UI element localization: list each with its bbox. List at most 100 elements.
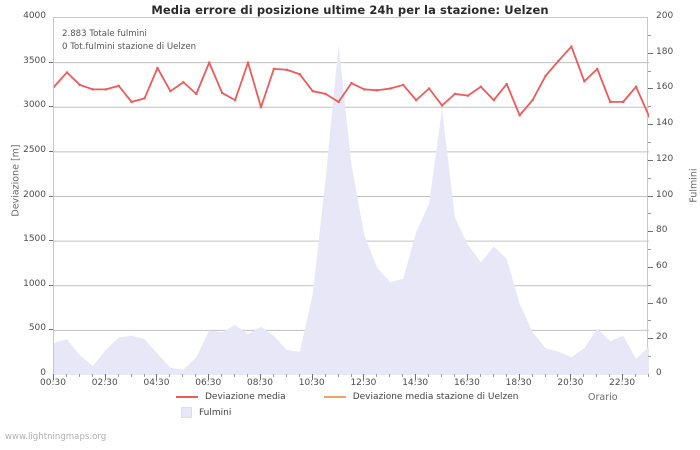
x-axis-tick-mark [91,374,93,377]
x-axis-tick-mark [117,374,119,377]
x-axis-tick-mark [247,374,249,377]
x-axis-tick-mark [570,374,572,380]
x-axis-tick-mark [285,374,287,377]
x-axis-tick-label-2230: 22:30 [609,378,636,388]
plot-svg [54,44,649,375]
y-axis-left-tick-mark [49,106,53,108]
x-axis-tick-mark [234,374,236,377]
x-axis-tick-mark [428,374,430,377]
x-axis-tick-mark [182,374,184,377]
x-axis-tick-mark [622,374,624,380]
y-axis-right-minor-tick [648,356,651,358]
x-axis-tick-mark [518,374,520,380]
y-axis-right-tick-mark [648,195,653,197]
y-axis-right-tick-20: 20 [656,332,668,343]
y-axis-right-tick-40: 40 [656,296,668,307]
y-axis-right-minor-tick [648,284,651,286]
x-axis-tick-mark [350,374,352,377]
y-axis-left-tick-3500: 3500 [23,55,46,66]
y-axis-left-tick-mark [49,240,53,242]
y-axis-right-tick-0: 0 [656,368,662,378]
x-axis-tick-mark [311,374,313,380]
chart-title: Media errore di posizione ultime 24h per… [151,3,549,17]
x-axis-tick-mark [648,374,649,377]
x-axis-tick-mark [609,374,611,377]
y-axis-right-tick-160: 160 [656,82,674,93]
y-axis-right-minor-tick [648,141,651,143]
y-axis-right-minor-tick [648,70,651,72]
x-axis-tick-mark [298,374,300,377]
y-axis-right-tick-mark [648,88,653,90]
y-axis-left-tick-1500: 1500 [23,234,46,245]
y-axis-left-tick-2000: 2000 [23,189,46,200]
x-axis-tick-label-2030: 20:30 [557,378,584,388]
x-axis-tick-label-0830: 08:30 [246,378,273,388]
x-axis-tick-mark [376,374,378,377]
legend-item-deviazione-media-stazione[interactable]: Deviazione media stazione di Uelzen [323,392,518,402]
y-axis-right-tick-200: 200 [656,11,674,21]
x-axis-tick-mark [479,374,481,377]
x-axis-tick-mark [635,374,637,377]
x-axis-tick-mark [195,374,197,377]
x-axis-tick-mark [544,374,546,377]
y-axis-left-label: Deviazione [m] [10,144,22,217]
x-axis-tick-label-1630: 16:30 [453,378,480,388]
plot-area [53,17,649,375]
legend-item-fulmini[interactable]: Fulmini [176,407,231,418]
y-axis-right-tick-140: 140 [656,118,674,129]
y-axis-right-tick-mark [648,302,653,304]
x-axis-label: Orario [588,392,618,403]
y-axis-right-minor-tick [648,249,651,251]
y-axis-right-tick-mark [648,52,653,54]
y-axis-left-tick-mark [49,61,53,63]
y-axis-right-tick-120: 120 [656,153,674,164]
legend-row-secondary: Fulmini [176,407,231,418]
x-axis-tick-mark [337,374,339,377]
y-axis-right-tick-60: 60 [656,260,668,271]
y-axis-right-minor-tick [648,177,651,179]
x-axis-tick-label-0230: 02:30 [91,378,118,388]
x-axis-tick-mark [389,374,391,377]
x-axis-tick-label-0030: 00:30 [40,378,66,388]
legend-swatch-box-lavender [181,407,192,418]
x-axis-tick-mark [583,374,585,377]
x-axis-tick-label-1230: 12:30 [350,378,377,388]
x-axis-tick-mark [208,374,210,380]
y-axis-left-tick-0: 0 [40,368,46,378]
x-axis-tick-mark [441,374,443,377]
footer-url: www.lightningmaps.org [5,432,107,442]
y-axis-left-tick-mark [49,329,53,331]
y-axis-left-tick-1000: 1000 [23,278,46,289]
lightning-total-annotation: 2.883 Totale fulmini 0 Tot.fulmini stazi… [62,29,197,52]
legend-item-deviazione-media[interactable]: Deviazione media [176,392,286,402]
x-axis-tick-mark [505,374,507,377]
y-axis-left-tick-mark [49,284,53,286]
chart-legend: Deviazione media Deviazione media stazio… [0,390,700,424]
x-axis-tick-label-1830: 18:30 [505,378,532,388]
y-axis-right-tick-mark [648,124,653,126]
x-axis-tick-mark [65,374,67,377]
y-axis-right-tick-mark [648,266,653,268]
x-axis-tick-mark [143,374,145,377]
x-axis-tick-mark [221,374,223,377]
x-axis-tick-mark [130,374,132,377]
x-axis-tick-mark [363,374,365,380]
x-axis-tick-mark [596,374,598,377]
x-axis-tick-label-0630: 06:30 [195,378,222,388]
x-axis-tick-mark [324,374,326,377]
y-axis-right-minor-tick [648,320,651,322]
x-axis-tick-mark [453,374,455,377]
legend-row-primary: Deviazione media Deviazione media stazio… [176,392,518,402]
x-axis-tick-mark [272,374,274,377]
y-axis-right-tick-mark [648,338,653,340]
y-axis-left-tick-mark [49,195,53,197]
y-axis-right-minor-tick [648,106,651,108]
y-axis-left-tick-4000: 4000 [23,11,46,21]
x-axis-tick-mark [53,374,54,380]
y-axis-right-tick-mark [648,231,653,233]
x-axis-tick-mark [156,374,158,380]
y-axis-right-label: Fulmini [688,168,700,203]
x-axis-tick-label-1030: 10:30 [298,378,325,388]
x-axis-tick-mark [402,374,404,377]
